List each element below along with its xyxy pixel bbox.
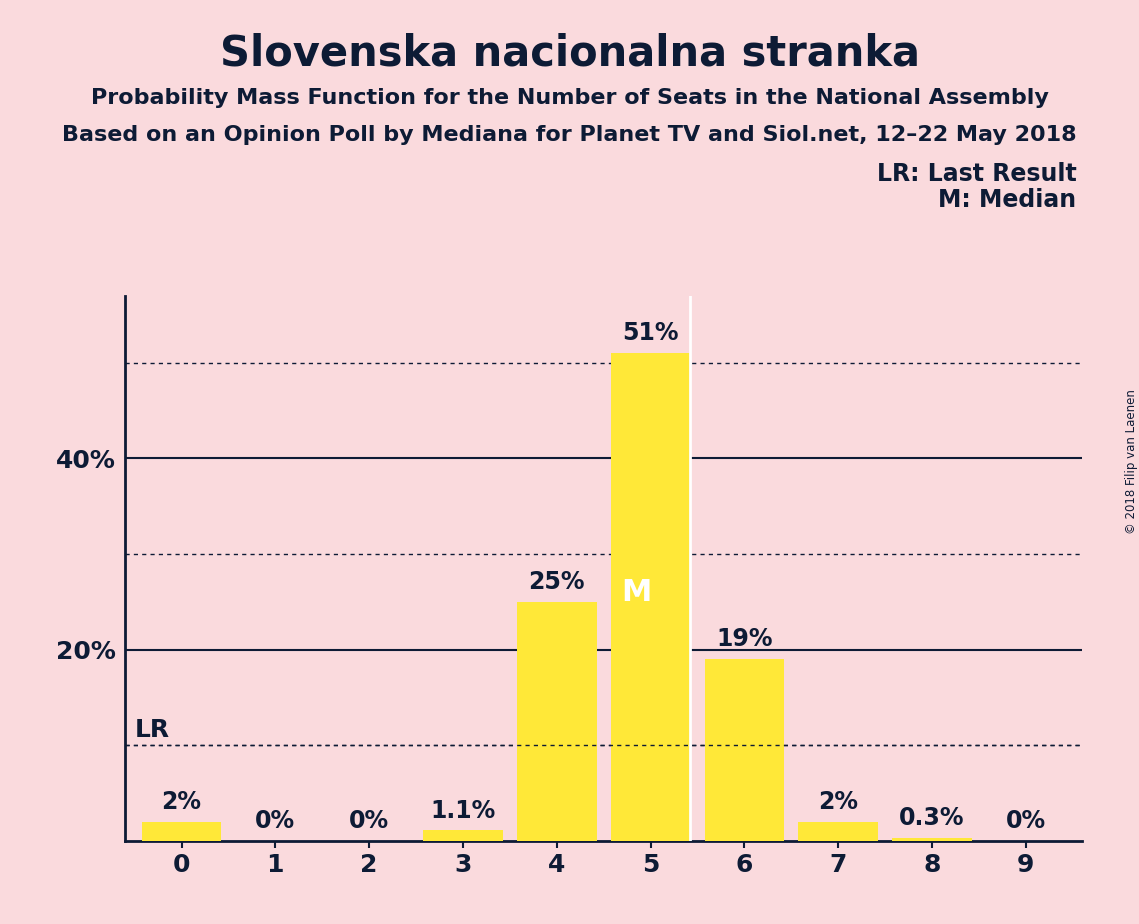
Bar — [798, 821, 878, 841]
Bar — [611, 353, 690, 841]
Text: M: M — [621, 578, 652, 607]
Text: 51%: 51% — [622, 322, 679, 346]
Text: M: Median: M: Median — [939, 188, 1076, 212]
Text: Slovenska nacionalna stranka: Slovenska nacionalna stranka — [220, 32, 919, 74]
Bar — [141, 821, 221, 841]
Text: LR: Last Result: LR: Last Result — [877, 162, 1076, 186]
Text: 0.3%: 0.3% — [899, 807, 965, 831]
Text: 2%: 2% — [162, 790, 202, 814]
Text: 2%: 2% — [818, 790, 858, 814]
Text: 0%: 0% — [1006, 809, 1046, 833]
Text: 1.1%: 1.1% — [431, 798, 495, 822]
Text: 19%: 19% — [716, 627, 772, 651]
Bar — [423, 831, 502, 841]
Text: Probability Mass Function for the Number of Seats in the National Assembly: Probability Mass Function for the Number… — [91, 88, 1048, 108]
Text: © 2018 Filip van Laenen: © 2018 Filip van Laenen — [1125, 390, 1138, 534]
Text: Based on an Opinion Poll by Mediana for Planet TV and Siol.net, 12–22 May 2018: Based on an Opinion Poll by Mediana for … — [63, 125, 1076, 145]
Text: LR: LR — [134, 718, 170, 742]
Text: 25%: 25% — [528, 570, 585, 594]
Text: 0%: 0% — [350, 809, 390, 833]
Bar — [705, 659, 785, 841]
Bar — [517, 602, 597, 841]
Bar — [892, 838, 972, 841]
Text: 0%: 0% — [255, 809, 295, 833]
